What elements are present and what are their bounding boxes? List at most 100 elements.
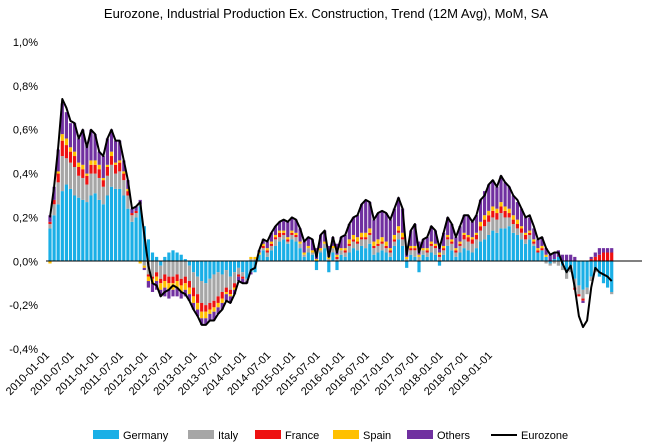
bar-spain [155,276,159,282]
bar-others [269,232,273,242]
bar-germany [519,239,524,262]
bar-germany [339,254,343,262]
bar-italy [355,243,360,251]
bar-italy [474,239,478,249]
bar-italy [519,232,524,240]
bar-italy [97,177,101,200]
bar-others [601,248,606,253]
bar-spain [114,162,118,165]
bar-italy [64,158,68,185]
bar-others [228,296,232,303]
bar-italy [278,237,282,242]
bar-italy [491,217,495,231]
bar-italy [81,177,85,200]
bar-spain [196,302,200,310]
bar-france [261,245,265,249]
bar-france [191,287,196,297]
bar-germany [323,248,327,262]
bar-france [380,241,384,244]
bar-italy [179,261,183,279]
bar-germany [52,215,56,262]
bar-others [355,215,360,238]
bar-france [360,237,364,240]
y-tick-label: 0,4% [13,169,38,181]
bar-germany [421,254,425,262]
y-axis: -0,4% -0,2% 0,0% 0,2% 0,4% 0,6% 0,8% 1,0% [9,37,38,356]
bar-italy [68,162,73,189]
bar-italy [478,230,483,242]
bar-others [499,175,503,203]
bar-spain [478,221,483,227]
bar-france [269,243,273,246]
bar-italy [298,243,302,249]
bar-spain [421,248,425,251]
bar-italy [417,256,421,262]
bar-italy [224,270,228,288]
bar-france [179,278,183,286]
bar-others [56,149,60,172]
bar-france [540,248,544,251]
bar-germany [446,245,450,262]
bar-others [142,267,146,271]
bar-others [114,140,118,163]
bar-france [208,302,212,310]
bar-italy [560,265,565,271]
bar-france [401,237,405,240]
bar-others [351,217,355,235]
bar-italy [52,204,56,216]
bar-spain [450,239,454,242]
bar-france [409,248,413,251]
bar-italy [122,180,126,196]
bar-france [524,234,528,240]
bar-germany [269,250,273,262]
bar-italy [237,267,241,275]
bar-others [470,221,474,238]
bar-others [319,234,323,249]
bar-italy [360,239,364,246]
bar-germany [241,261,245,273]
bar-germany [565,261,569,273]
bar-others [466,215,470,235]
bar-germany [360,245,364,262]
y-tick-label: -0,2% [9,300,38,312]
bar-france [196,294,200,303]
bar-spain [159,283,163,290]
bar-spain [208,309,212,314]
bar-germany [298,248,302,262]
bar-spain [380,237,384,242]
bar-germany [450,250,454,262]
bar-france [507,213,511,218]
bar-germany [433,254,437,262]
bar-germany [60,191,64,262]
bar-germany [179,254,183,262]
bar-germany [187,261,191,266]
legend-label-italy: Italy [218,430,239,442]
bar-spain [347,239,351,244]
bar-spain [224,291,228,295]
bar-others [511,195,515,216]
bar-germany [589,261,593,277]
bar-france [175,274,179,282]
bar-france [60,140,64,157]
bar-france [372,245,376,249]
bar-germany [347,252,351,262]
bar-germany [478,241,483,262]
bar-others [310,239,314,251]
bar-others [241,278,245,284]
bar-spain [532,239,536,242]
bar-italy [458,245,462,253]
bar-spain [511,215,515,220]
bar-france [503,210,507,218]
bar-italy [73,166,77,196]
bar-germany [163,256,167,262]
bar-others [265,241,269,249]
bar-germany [89,195,93,262]
bar-italy [126,195,130,209]
bar-germany [483,239,487,262]
bar-italy [544,261,548,264]
bar-others [413,224,417,246]
bar-france [68,151,73,163]
bar-france [581,298,585,301]
bar-germany [392,245,396,262]
bar-spain [470,237,474,240]
